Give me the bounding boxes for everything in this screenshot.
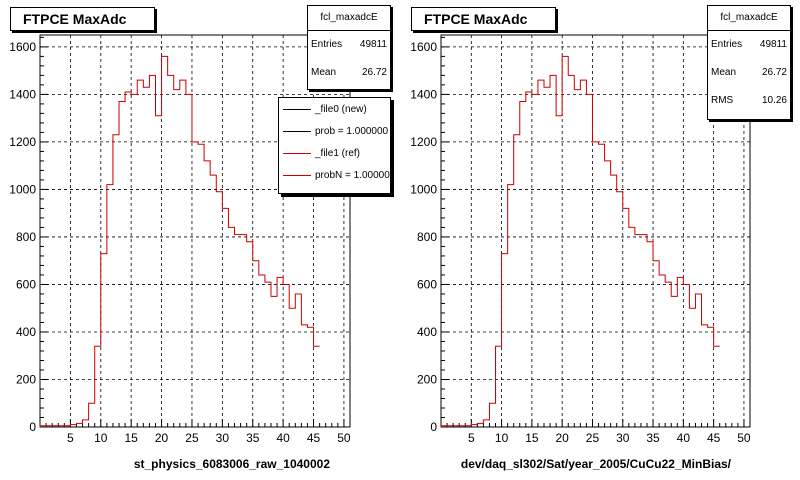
panel-1-y-tick-label: 600 — [16, 277, 36, 291]
panel-2-x-tick-label: 50 — [737, 431, 751, 445]
stats-label: Mean — [311, 67, 337, 78]
panel-2-plot-frame — [440, 34, 751, 428]
panel-1-y-tick-label: 1400 — [9, 87, 36, 101]
panel-2-y-tick-label: 1200 — [410, 135, 437, 149]
panel-1-stats-name: fcl_maxadcE — [308, 6, 390, 31]
panel-1-x-tick-label: 30 — [216, 431, 230, 445]
panel-2-x-tick-label: 15 — [525, 431, 539, 445]
panel-1-y-tick-label: 1200 — [9, 135, 36, 149]
panel-2-x-tick-label: 10 — [495, 431, 509, 445]
legend-entry: _file1 (ref) — [279, 142, 390, 164]
panel-2-stats-row-rms: RMS 10.26 — [708, 87, 790, 115]
panel-1-x-axis-title: st_physics_6083006_raw_1040002 — [133, 457, 330, 471]
panel-1-y-tick-label: 1600 — [9, 40, 36, 54]
panel-1-legend: _file0 (new) prob = 1.000000 _file1 (ref… — [278, 97, 391, 194]
panel-1-title: FTPCE MaxAdc — [10, 7, 155, 31]
stats-label: RMS — [711, 95, 734, 106]
panel-2-x-tick-label: 40 — [677, 431, 691, 445]
panel-2-y-tick-label: 0 — [430, 420, 437, 434]
legend-swatch — [283, 130, 311, 132]
stats-label: Entries — [311, 39, 343, 50]
panel-2-x-tick-label: 25 — [586, 431, 600, 445]
panel-2-stats-row-entries: Entries 49811 — [708, 31, 790, 59]
panel-1-x-tick-label: 25 — [185, 431, 199, 445]
panel-2-histogram-series-0 — [440, 55, 720, 427]
panel-1-x-tick-label: 35 — [246, 431, 260, 445]
panel-1-stats-box: fcl_maxadcE Entries 49811 Mean 26.72 — [307, 5, 391, 90]
panel-1-x-tick-label: 45 — [307, 431, 321, 445]
panel-1-x-tick-label: 5 — [67, 431, 74, 445]
panel-1-y-tick-label: 400 — [16, 325, 36, 339]
panel-2-y-tick-label: 600 — [417, 277, 437, 291]
panel-2-y-tick-label: 1400 — [410, 87, 437, 101]
panel-2-x-tick-label: 20 — [555, 431, 569, 445]
legend-swatch — [283, 108, 311, 110]
panel-1-y-tick-label: 200 — [16, 372, 36, 386]
panel-1-y-tick-label: 800 — [16, 230, 36, 244]
legend-label: probN = 1.000000 — [315, 169, 391, 181]
stats-value: 26.72 — [361, 67, 387, 78]
panel-1-histogram-series-0 — [39, 55, 320, 427]
panel-1-x-tick-label: 40 — [276, 431, 290, 445]
panel-2-y-tick-label: 1000 — [410, 182, 437, 196]
legend-label: _file0 (new) — [315, 103, 367, 115]
stats-value: 49811 — [759, 39, 787, 50]
panel-1-x-tick-label: 20 — [155, 431, 169, 445]
legend-label: prob = 1.000000 — [315, 125, 389, 137]
legend-swatch — [283, 152, 311, 154]
panel-2-title: FTPCE MaxAdc — [411, 7, 556, 31]
panel-1-y-tick-label: 0 — [29, 420, 36, 434]
legend-swatch — [283, 174, 311, 176]
panel-1-x-tick-label: 10 — [94, 431, 108, 445]
stats-label: Mean — [711, 67, 737, 78]
stats-value: 26.72 — [761, 67, 787, 78]
panel-1-stats-row-entries: Entries 49811 — [308, 31, 390, 59]
panel-1-x-tick-label: 50 — [337, 431, 351, 445]
panel-2-y-tick-label: 800 — [417, 230, 437, 244]
panel-2-x-axis-title: dev/daq_sl302/Sat/year_2005/CuCu22_MinBi… — [460, 457, 731, 471]
panel-2-stats-box: fcl_maxadcE Entries 49811 Mean 26.72 RMS… — [707, 5, 791, 120]
panel-2-x-tick-label: 5 — [468, 431, 475, 445]
panel-2-x-tick-label: 45 — [707, 431, 721, 445]
legend-entry: _file0 (new) — [279, 98, 390, 120]
panel-2-y-tick-label: 1600 — [410, 40, 437, 54]
panel-2-y-tick-label: 200 — [417, 372, 437, 386]
panel-2-stats-name: fcl_maxadcE — [708, 6, 790, 31]
stats-value: 10.26 — [761, 95, 787, 106]
panel-1-stats-row-mean: Mean 26.72 — [308, 59, 390, 87]
panel-1-x-tick-label: 15 — [124, 431, 138, 445]
panel-1-y-tick-label: 1000 — [9, 182, 36, 196]
panel-2-x-tick-label: 35 — [646, 431, 660, 445]
panel-2-stats-row-mean: Mean 26.72 — [708, 59, 790, 87]
stats-value: 49811 — [359, 39, 387, 50]
legend-label: _file1 (ref) — [315, 147, 361, 159]
panel-1-plot-frame — [39, 34, 351, 428]
legend-entry: prob = 1.000000 — [279, 120, 390, 142]
panel-2-x-tick-label: 30 — [616, 431, 630, 445]
panel-2-y-tick-label: 400 — [417, 325, 437, 339]
stats-label: Entries — [711, 39, 743, 50]
legend-entry: probN = 1.000000 — [279, 164, 390, 186]
